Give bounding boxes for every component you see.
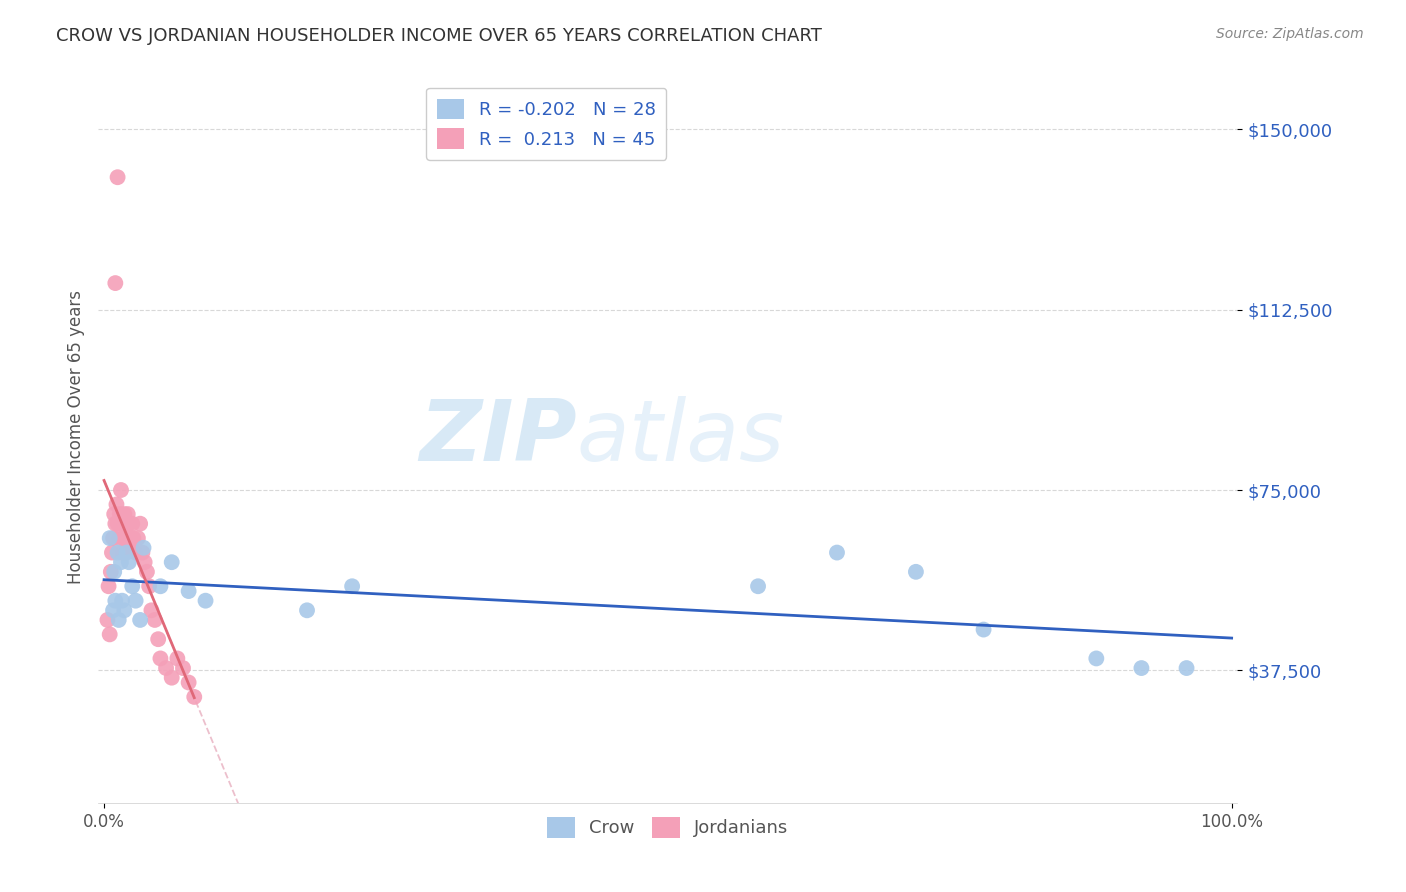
Point — [115, 531, 138, 545]
Point — [825, 545, 848, 559]
Point — [114, 545, 136, 559]
Point — [132, 541, 155, 555]
Point — [108, 507, 131, 521]
Point — [747, 579, 769, 593]
Point — [124, 545, 146, 559]
Point — [124, 593, 146, 607]
Point — [177, 584, 200, 599]
Point — [103, 565, 125, 579]
Text: ZIP: ZIP — [419, 395, 576, 479]
Point — [121, 516, 143, 531]
Point — [194, 593, 217, 607]
Point — [104, 593, 127, 607]
Point — [129, 516, 152, 531]
Point — [149, 651, 172, 665]
Text: atlas: atlas — [576, 395, 785, 479]
Point — [98, 531, 121, 545]
Point — [101, 603, 124, 617]
Point — [104, 276, 127, 290]
Point — [107, 531, 129, 545]
Point — [112, 516, 135, 531]
Point — [122, 531, 145, 545]
Point — [121, 579, 143, 593]
Point — [1085, 651, 1108, 665]
Point — [105, 498, 128, 512]
Point — [97, 579, 120, 593]
Point — [101, 531, 124, 545]
Point — [103, 507, 125, 521]
Point — [104, 516, 127, 531]
Point — [904, 565, 927, 579]
Point — [96, 613, 118, 627]
Point — [183, 690, 205, 704]
Point — [160, 671, 183, 685]
Legend: Crow, Jordanians: Crow, Jordanians — [540, 810, 796, 845]
Point — [148, 632, 170, 647]
Point — [149, 579, 172, 593]
Point — [973, 623, 995, 637]
Point — [110, 483, 132, 497]
Point — [131, 545, 153, 559]
Point — [135, 565, 157, 579]
Point — [1130, 661, 1153, 675]
Point — [117, 507, 139, 521]
Point — [160, 555, 183, 569]
Point — [118, 516, 141, 531]
Point — [141, 603, 163, 617]
Text: CROW VS JORDANIAN HOUSEHOLDER INCOME OVER 65 YEARS CORRELATION CHART: CROW VS JORDANIAN HOUSEHOLDER INCOME OVE… — [56, 27, 823, 45]
Point — [107, 613, 129, 627]
Point — [111, 545, 134, 559]
Point — [107, 170, 129, 185]
Point — [112, 531, 135, 545]
Point — [1175, 661, 1198, 675]
Point — [101, 545, 124, 559]
Point — [177, 675, 200, 690]
Point — [118, 531, 141, 545]
Point — [118, 555, 141, 569]
Point — [127, 531, 149, 545]
Point — [166, 651, 188, 665]
Point — [120, 541, 142, 555]
Text: Source: ZipAtlas.com: Source: ZipAtlas.com — [1216, 27, 1364, 41]
Point — [107, 545, 129, 559]
Point — [129, 613, 152, 627]
Point — [111, 593, 134, 607]
Y-axis label: Householder Income Over 65 years: Householder Income Over 65 years — [66, 290, 84, 584]
Point — [155, 661, 177, 675]
Point — [172, 661, 194, 675]
Point — [111, 516, 134, 531]
Point — [340, 579, 363, 593]
Point — [112, 507, 135, 521]
Point — [143, 613, 166, 627]
Point — [112, 603, 135, 617]
Point — [110, 555, 132, 569]
Point — [107, 516, 129, 531]
Point — [138, 579, 160, 593]
Point — [100, 565, 122, 579]
Point — [98, 627, 121, 641]
Point — [115, 545, 138, 559]
Point — [295, 603, 318, 617]
Point — [134, 555, 156, 569]
